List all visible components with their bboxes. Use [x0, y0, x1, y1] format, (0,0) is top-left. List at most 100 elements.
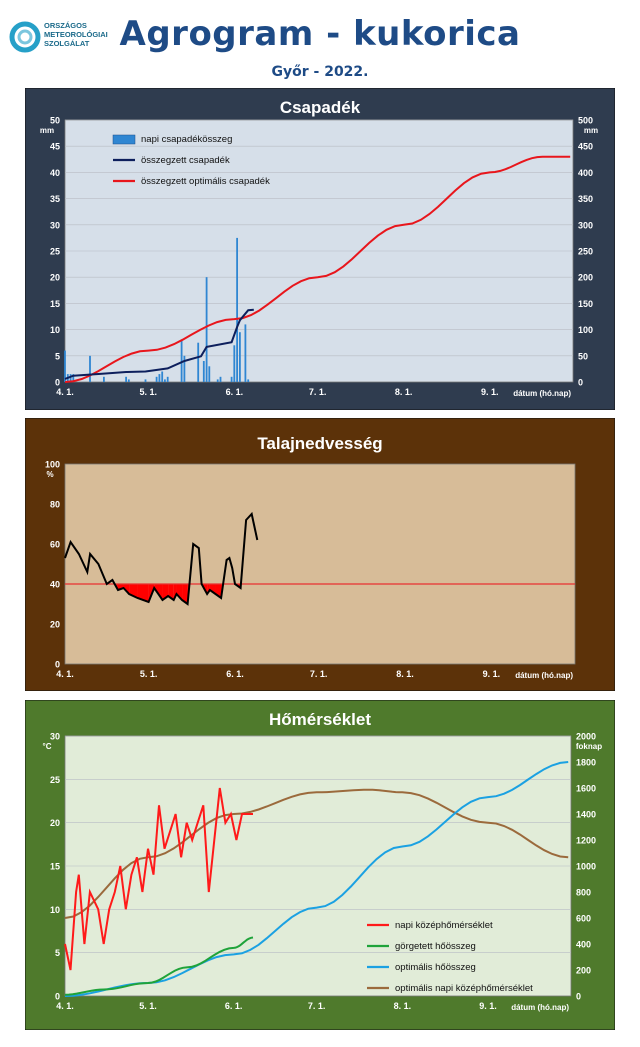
y-tick-label: 10 — [50, 325, 60, 335]
y-right-tick-label: 0 — [578, 378, 583, 388]
y-tick-label: 15 — [50, 862, 60, 872]
x-tick-label: 7. 1. — [310, 669, 328, 679]
y-right-tick-label: 0 — [576, 992, 581, 1002]
precip-bar — [233, 345, 236, 382]
temperature-chart: Hőmérséklet 0 5 10 15 20 25 30 0 200 400 600 800 1000… — [25, 700, 615, 1030]
y-tick-label: 25 — [50, 775, 60, 785]
legend-optimal-heat: optimális hőösszeg — [395, 962, 476, 973]
precip-bar — [219, 376, 222, 382]
precip-bar — [205, 277, 208, 382]
y-axis-unit: mm — [40, 126, 54, 135]
x-tick-label: 9. 1. — [479, 1001, 497, 1011]
x-tick-label: 6. 1. — [225, 1001, 243, 1011]
y-right-tick-label: 400 — [576, 940, 591, 950]
precip-bar — [161, 371, 164, 382]
precip-bar — [208, 366, 211, 382]
x-tick-label: 4. 1. — [56, 1001, 74, 1011]
y-tick-label: 0 — [55, 378, 60, 388]
deficit-area — [176, 584, 183, 600]
deficit-area — [173, 584, 177, 600]
y-tick-label: 100 — [45, 460, 60, 470]
y-right-tick-label: 450 — [578, 142, 593, 152]
y-tick-label: 0 — [55, 660, 60, 670]
logo-swirl-icon — [9, 21, 41, 53]
y-axis-unit: °C — [43, 742, 52, 751]
chart-title: Csapadék — [280, 98, 361, 117]
precip-bar — [197, 342, 200, 382]
logo-text: ORSZÁGOS METEOROLÓGIAI SZOLGÁLAT — [44, 21, 108, 48]
soil-moisture-panel: Talajnedvesség 0 20 40 60 80 100% 4. 1. 5. 1. 6. … — [25, 418, 615, 691]
x-tick-label: 8. 1. — [395, 387, 413, 397]
x-tick-label: 5. 1. — [140, 387, 158, 397]
precip-bar — [125, 376, 127, 382]
rolling-heat-sum-line — [64, 936, 254, 996]
y-right-tick-label: 500 — [578, 116, 593, 126]
precip-bar — [239, 332, 241, 382]
y-right-tick-label: 1200 — [576, 836, 596, 846]
y-tick-label: 30 — [50, 732, 60, 742]
precip-bar — [72, 374, 75, 382]
y-tick-label: 50 — [50, 116, 60, 126]
precip-bar — [144, 379, 147, 382]
y-right-tick-label: 800 — [576, 888, 591, 898]
y-tick-label: 80 — [50, 500, 60, 510]
y-tick-label: 60 — [50, 540, 60, 550]
y-right-tick-label: 1600 — [576, 784, 596, 794]
precip-bar — [216, 379, 219, 382]
y-tick-label: 40 — [50, 580, 60, 590]
y-right-tick-label: 400 — [578, 168, 593, 178]
daily-mean-temp-line — [64, 787, 253, 971]
precip-bar — [247, 379, 250, 382]
y-right-tick-label: 200 — [578, 273, 593, 283]
x-tick-label: 5. 1. — [139, 1001, 157, 1011]
precip-bar — [127, 379, 130, 382]
x-tick-label: 8. 1. — [396, 669, 414, 679]
x-axis-label: dátum (hó.nap) — [515, 671, 573, 680]
omsz-logo: ORSZÁGOS METEOROLÓGIAI SZOLGÁLAT — [8, 18, 128, 58]
precip-bar — [103, 376, 105, 382]
y-right-tick-label: 150 — [578, 299, 593, 309]
y-right-tick-label: 1800 — [576, 758, 596, 768]
y-tick-label: 20 — [50, 818, 60, 828]
deficit-area — [182, 584, 188, 604]
y-tick-label: 30 — [50, 220, 60, 230]
y-tick-label: 20 — [50, 620, 60, 630]
precip-bar — [155, 376, 158, 382]
precip-bar — [158, 374, 161, 382]
precip-bar — [236, 237, 238, 382]
x-axis-label: dátum (hó.nap) — [513, 389, 571, 398]
precipitation-chart: Csapadék05101520253035404550050100150200… — [25, 88, 615, 410]
soil-moisture-chart: Talajnedvesség 0 20 40 60 80 100% 4. 1. 5. 1. 6. … — [25, 418, 615, 691]
deficit-area — [209, 584, 216, 594]
y-right-tick-label: 350 — [578, 194, 593, 204]
precip-bar — [69, 374, 72, 382]
x-tick-label: 9. 1. — [483, 669, 501, 679]
x-tick-label: 4. 1. — [56, 669, 74, 679]
precip-bar — [64, 350, 66, 382]
deficit-area — [137, 584, 149, 602]
precip-bar — [180, 340, 183, 382]
x-tick-label: 6. 1. — [226, 387, 244, 397]
precip-bar — [166, 376, 169, 382]
legend-optimal-precip: összegzett optimális csapadék — [141, 176, 270, 187]
page-subtitle: Győr - 2022. — [271, 64, 369, 80]
y-right-tick-label: 250 — [578, 247, 593, 257]
y-right-tick-label: 200 — [576, 966, 591, 976]
y-tick-label: 10 — [50, 905, 60, 915]
precip-bar — [164, 379, 166, 382]
y-tick-label: 45 — [50, 142, 60, 152]
x-tick-label: 8. 1. — [394, 1001, 412, 1011]
precip-bar — [89, 355, 91, 382]
y-right-tick-label: 300 — [578, 220, 593, 230]
precipitation-panel: Csapadék 0 5 10 15 20 25 30 35 40 45 50 0 50 100 150 200… — [25, 88, 615, 410]
legend-daily-temp: napi középhőmérséklet — [395, 920, 493, 931]
y-tick-label: 25 — [50, 247, 60, 257]
precip-bar — [230, 376, 233, 382]
y-tick-label: 5 — [55, 948, 60, 958]
plot-area — [64, 463, 576, 665]
chart-title: Talajnedvesség — [257, 434, 382, 453]
y-right-axis-unit: mm — [584, 126, 598, 135]
optimal-precip-line — [64, 155, 571, 383]
y-right-tick-label: 1000 — [576, 862, 596, 872]
y-tick-label: 40 — [50, 168, 60, 178]
